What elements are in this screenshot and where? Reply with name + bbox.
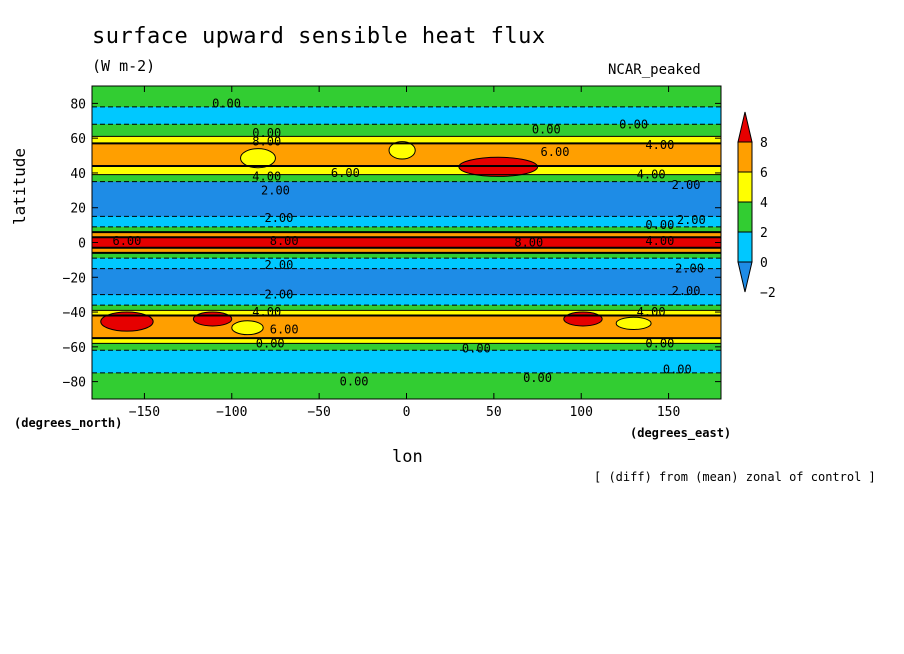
colorbar-label: 2: [760, 226, 768, 241]
x-tick-label: −50: [307, 405, 330, 420]
y-unit-label: (degrees_north): [14, 416, 123, 430]
contour-label: 0.00: [252, 126, 281, 140]
contour-label: 0.00: [532, 122, 561, 136]
zonal-band: [92, 268, 721, 296]
contour-label: 0.00: [645, 336, 674, 350]
contour-label: 0.00: [619, 117, 648, 131]
x-tick-label: −100: [216, 405, 247, 420]
zonal-band: [92, 310, 721, 317]
anomaly-patch: [100, 311, 154, 332]
colorbar-segment: [737, 201, 753, 233]
y-tick-label: −80: [63, 376, 86, 391]
anomaly-patch: [240, 148, 276, 169]
y-tick-label: 0: [78, 237, 86, 252]
y-tick-label: 40: [70, 167, 86, 182]
contour-label: 0.00: [256, 336, 285, 350]
x-tick-label: 0: [403, 405, 411, 420]
zonal-band: [92, 343, 721, 351]
colorbar-label: 0: [760, 256, 768, 271]
anomaly-patch: [388, 141, 416, 160]
contour-label: 4.00: [637, 168, 666, 182]
contour-label: 2.00: [675, 262, 704, 276]
contour-label: 4.00: [637, 305, 666, 319]
zonal-band: [92, 350, 721, 374]
y-tick-label: −40: [63, 306, 86, 321]
contour-label: 8.00: [270, 234, 299, 248]
contour-label: 6.00: [112, 234, 141, 248]
colorbar-top-arrow: [737, 111, 753, 143]
zonal-band: [92, 106, 721, 125]
contour-label: 0.00: [462, 342, 491, 356]
diff-note: [ (diff) from (mean) zonal of control ]: [594, 470, 876, 484]
zonal-band: [92, 165, 721, 176]
contour-label: 0.00: [523, 371, 552, 385]
contour-label: 2.00: [261, 183, 290, 197]
zonal-band: [92, 258, 721, 270]
contour-label: 6.00: [541, 145, 570, 159]
zonal-band: [92, 305, 721, 311]
zonal-band: [92, 86, 721, 108]
contour-label: 2.00: [672, 178, 701, 192]
contour-label: 2.00: [264, 211, 293, 225]
model-label: NCAR_peaked: [608, 62, 701, 78]
x-tick-label: −150: [129, 405, 160, 420]
colorbar-segment: [737, 141, 753, 173]
contour-label: 2.00: [672, 284, 701, 298]
y-tick-label: 60: [70, 132, 86, 147]
contour-label: 6.00: [331, 166, 360, 180]
x-tick-label: 100: [569, 405, 592, 420]
colorbar: 8 6 4 2 0 −2: [737, 111, 776, 301]
zonal-band: [92, 237, 721, 249]
contour-label: 4.00: [645, 234, 674, 248]
colorbar-bottom-arrow: [737, 261, 753, 293]
anomaly-patch: [563, 311, 603, 327]
colorbar-segment: [737, 171, 753, 203]
y-tick-label: 20: [70, 202, 86, 217]
zonal-band: [92, 338, 721, 344]
y-tick-label: −20: [63, 271, 86, 286]
contour-label: 6.00: [270, 322, 299, 336]
contour-label: 4.00: [252, 305, 281, 319]
colorbar-label: 6: [760, 166, 768, 181]
zonal-band: [92, 232, 721, 238]
zonal-band: [92, 226, 721, 233]
zonal-band: [92, 294, 721, 306]
contour-label: 4.00: [645, 138, 674, 152]
zonal-band: [92, 136, 721, 144]
contour-label: 0.00: [645, 218, 674, 232]
contour-label: 2.00: [264, 288, 293, 302]
contour-label: 4.00: [252, 169, 281, 183]
anomaly-patch: [615, 316, 652, 330]
x-unit-label: (degrees_east): [630, 426, 732, 440]
zonal-band: [92, 247, 721, 254]
chart-units: (W m-2): [92, 57, 156, 75]
zonal-band: [92, 252, 721, 259]
contour-label: 8.00: [514, 236, 543, 250]
colorbar-label: 4: [760, 196, 768, 211]
contour-label: 8.00: [252, 135, 281, 149]
y-tick-label: 80: [70, 97, 86, 112]
y-tick-label: −60: [63, 341, 86, 356]
anomaly-patch: [192, 311, 233, 327]
zonal-band: [92, 174, 721, 183]
contour-label: 0.00: [212, 96, 241, 110]
zonal-band: [92, 124, 721, 137]
contour-label: 0.00: [340, 375, 369, 389]
contour-label: 2.00: [677, 213, 706, 227]
x-axis-label: lon: [392, 447, 423, 467]
colorbar-label: 8: [760, 136, 768, 151]
contour-label: 2.00: [264, 258, 293, 272]
anomaly-patch: [231, 320, 264, 336]
zonal-band: [92, 181, 721, 217]
x-tick-label: 150: [657, 405, 680, 420]
chart-title: surface upward sensible heat flux: [92, 24, 546, 49]
x-tick-label: 50: [486, 405, 502, 420]
colorbar-label: −2: [760, 286, 776, 301]
zonal-band: [92, 216, 721, 228]
contour-label: 0.00: [663, 362, 692, 376]
colorbar-segment: [737, 231, 753, 263]
